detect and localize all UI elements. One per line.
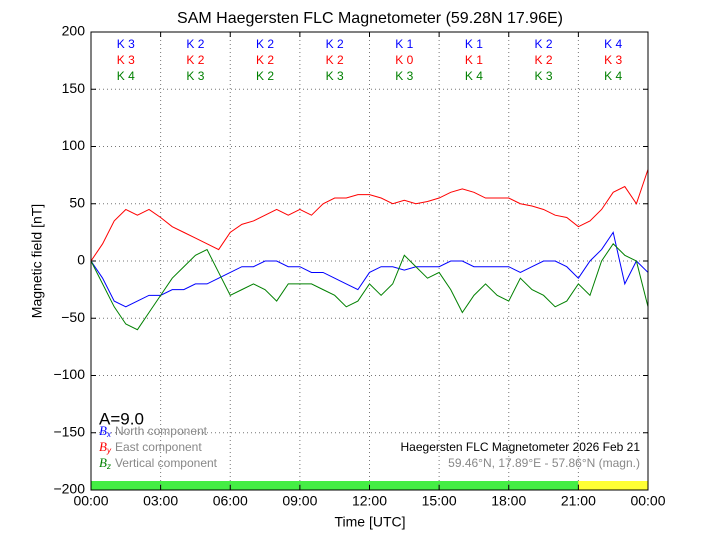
status-segment xyxy=(578,481,648,490)
k-index: K 2 xyxy=(256,69,274,83)
x-tick-label: 00:00 xyxy=(73,493,108,509)
y-tick-label: 0 xyxy=(77,252,85,268)
k-index: K 0 xyxy=(395,53,413,67)
legend-entry: Bz Vertical component xyxy=(99,455,218,471)
status-segment xyxy=(91,481,579,490)
x-tick-label: 15:00 xyxy=(422,493,457,509)
x-tick-label: 12:00 xyxy=(352,493,387,509)
x-axis-label: Time [UTC] xyxy=(334,514,405,530)
x-tick-label: 21:00 xyxy=(561,493,596,509)
y-tick-label: −150 xyxy=(53,423,85,439)
k-index: K 2 xyxy=(326,37,344,51)
x-tick-label: 00:00 xyxy=(630,493,665,509)
k-index: K 3 xyxy=(117,37,135,51)
info-title: Haegersten FLC Magnetometer 2026 Feb 21 xyxy=(401,440,641,454)
y-tick-label: 150 xyxy=(62,80,86,96)
x-tick-label: 03:00 xyxy=(143,493,178,509)
x-tick-label: 06:00 xyxy=(213,493,248,509)
k-index: K 3 xyxy=(604,53,622,67)
y-tick-label: 100 xyxy=(62,137,86,153)
k-index: K 2 xyxy=(326,53,344,67)
series-line xyxy=(90,169,649,262)
chart-title: SAM Haegersten FLC Magnetometer (59.28N … xyxy=(177,10,563,27)
x-tick-label: 18:00 xyxy=(491,493,526,509)
annotation: A=9.0 xyxy=(99,409,144,428)
legend-subscript: x xyxy=(106,430,112,439)
x-tick-label: 09:00 xyxy=(282,493,317,509)
y-tick-label: −200 xyxy=(53,481,85,497)
legend-subscript: z xyxy=(106,462,111,471)
series-line xyxy=(90,231,649,308)
k-index: K 1 xyxy=(465,37,483,51)
k-index: K 3 xyxy=(326,69,344,83)
k-index: K 1 xyxy=(465,53,483,67)
legend-symbol: B xyxy=(99,455,107,470)
y-tick-label: 50 xyxy=(69,194,85,210)
legend-subscript: y xyxy=(106,446,112,455)
k-index: K 4 xyxy=(604,69,622,83)
k-index: K 1 xyxy=(395,37,413,51)
k-index: K 2 xyxy=(535,53,553,67)
k-index: K 3 xyxy=(535,69,553,83)
k-index: K 2 xyxy=(535,37,553,51)
legend-entry: Bx North component xyxy=(99,423,208,439)
y-tick-label: −100 xyxy=(53,366,85,382)
k-index: K 3 xyxy=(117,53,135,67)
k-index: K 4 xyxy=(604,37,622,51)
y-tick-label: −50 xyxy=(61,309,85,325)
y-axis-label: Magnetic field [nT] xyxy=(29,204,45,318)
k-index: K 2 xyxy=(256,53,274,67)
y-tick-label: 200 xyxy=(62,23,86,39)
legend-name: North component xyxy=(115,424,208,438)
legend-name: Vertical component xyxy=(115,456,218,470)
k-index: K 3 xyxy=(186,69,204,83)
legend-entry: By East component xyxy=(99,439,202,455)
k-index: K 4 xyxy=(465,69,483,83)
k-index: K 2 xyxy=(186,53,204,67)
k-index: K 2 xyxy=(186,37,204,51)
series-line xyxy=(90,243,649,331)
info-location: 59.46°N, 17.89°E - 57.86°N (magn.) xyxy=(448,456,640,470)
legend-symbol: B xyxy=(99,423,107,438)
plot-frame xyxy=(90,31,649,491)
k-index: K 3 xyxy=(395,69,413,83)
legend-name: East component xyxy=(115,440,202,454)
k-index: K 4 xyxy=(117,69,135,83)
legend-symbol: B xyxy=(99,439,107,454)
k-index: K 2 xyxy=(256,37,274,51)
